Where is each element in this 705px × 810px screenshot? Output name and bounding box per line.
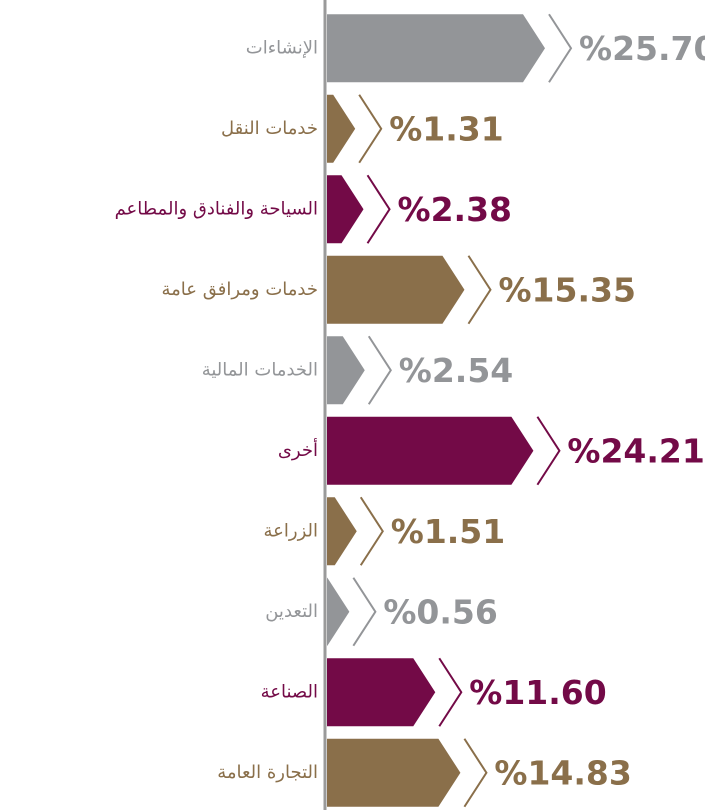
bar-chevron	[367, 335, 392, 405]
bar	[327, 416, 534, 485]
value-label: %2.54	[399, 351, 514, 390]
bar	[327, 497, 357, 566]
category-label: خدمات النقل	[221, 118, 318, 139]
category-label: الزراعة	[263, 520, 318, 541]
bar	[327, 577, 350, 646]
value-label: %24.21	[567, 431, 704, 470]
value-label: %15.35	[498, 270, 635, 309]
category-label: السياحة والفنادق والمطاعم	[115, 198, 318, 219]
bar-chevron	[438, 657, 463, 727]
value-label: %1.31	[389, 109, 504, 148]
bar	[327, 175, 364, 244]
bar	[327, 336, 365, 405]
category-label: الخدمات المالية	[202, 359, 318, 380]
category-label: خدمات ومرافق عامة	[162, 279, 319, 300]
category-label: أخرى	[278, 438, 318, 461]
bar	[327, 738, 461, 807]
bar	[327, 255, 465, 324]
bar-chevron	[467, 255, 492, 325]
bar	[327, 658, 436, 727]
bar	[327, 14, 545, 83]
value-label: %2.38	[398, 190, 512, 229]
bar-chevron	[366, 174, 391, 244]
bar-chevron	[463, 738, 488, 808]
value-label: %11.60	[469, 673, 606, 712]
category-label: التعدين	[265, 601, 318, 622]
category-label: الإنشاءات	[246, 37, 318, 58]
bar-chevron	[548, 13, 573, 83]
value-label: %1.51	[391, 512, 506, 551]
value-label: %14.83	[494, 753, 631, 792]
bar-chevron	[359, 496, 384, 566]
category-label: التجارة العامة	[217, 762, 318, 783]
value-label: %0.56	[383, 592, 498, 631]
value-label: %25.70	[579, 29, 705, 68]
bar-chevron	[536, 416, 561, 486]
category-label: الصناعة	[261, 681, 318, 702]
bar-chevron	[352, 577, 377, 647]
bar	[327, 94, 356, 163]
bar-chevron	[358, 94, 383, 164]
